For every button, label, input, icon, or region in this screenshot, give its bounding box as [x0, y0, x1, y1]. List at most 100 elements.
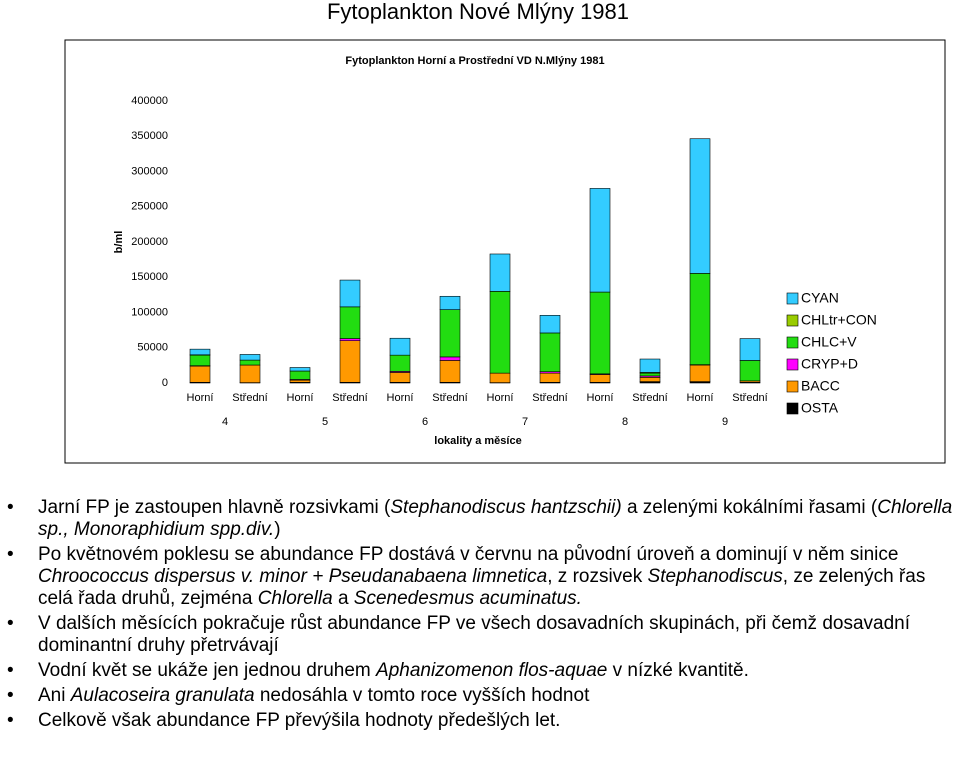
italic-text: Chroococcus dispersus v. minor + Pseudan…: [38, 566, 548, 587]
group-label: 9: [722, 416, 728, 428]
legend-label: CRYP+D: [801, 356, 858, 372]
chart-title: Fytoplankton Horní a Prostřední VD N.Mlý…: [345, 55, 604, 67]
x-tick-label: Horní: [387, 392, 414, 404]
bar-segment: [389, 337, 411, 356]
bar-segment: [289, 367, 311, 372]
x-tick-label: Horní: [687, 392, 714, 404]
text: a: [332, 588, 354, 609]
text: a zelenými kokálními řasami (: [621, 497, 878, 518]
text: Vodní květ se ukáže jen jednou druhem: [38, 660, 377, 681]
bar-segment: [189, 365, 211, 383]
y-axis-label: b/ml: [113, 231, 125, 254]
x-tick-label: Horní: [487, 392, 514, 404]
bar-segment: [439, 309, 461, 358]
legend-label: CHLC+V: [801, 334, 857, 350]
y-tick-label: 50000: [137, 342, 168, 354]
x-tick-label: Střední: [732, 392, 767, 404]
bar-segment: [489, 253, 511, 292]
italic-text: Aphanizomenon flos-aquae: [376, 660, 608, 681]
italic-text: Chlorella sp., Monoraphidium spp.div.: [38, 497, 953, 540]
group-label: 7: [522, 416, 528, 428]
x-axis-label: lokality a měsíce: [434, 435, 521, 447]
bar-segment: [339, 306, 361, 339]
bar-segment: [589, 291, 611, 375]
bar-segment: [189, 348, 211, 356]
slide-title: Fytoplankton Nové Mlýny 1981: [327, 0, 629, 24]
x-tick-label: Střední: [632, 392, 667, 404]
bar-segment: [589, 374, 611, 383]
text: , z rozsivek: [547, 566, 648, 587]
y-tick-label: 200000: [131, 236, 168, 248]
group-label: 6: [422, 416, 428, 428]
text: Po květnovém poklesu se abundance FP dos…: [38, 544, 899, 565]
bar-segment: [389, 372, 411, 383]
legend-swatch: [786, 292, 799, 305]
legend-swatch: [786, 336, 799, 349]
y-tick-label: 0: [162, 377, 168, 389]
bar-segment: [239, 359, 261, 366]
bar-segment: [489, 372, 511, 383]
y-tick-label: 400000: [131, 95, 168, 107]
bar-segment: [689, 273, 711, 365]
bar-segment: [739, 360, 761, 382]
bar-segment: [439, 295, 461, 310]
bullet: Celkově však abundance FP převýšila hodn…: [7, 710, 956, 732]
bar-segment: [189, 354, 211, 367]
bar-segment: [539, 372, 561, 383]
italic-text: Stephanodiscus: [647, 566, 783, 587]
bullet-list: Jarní FP je zastoupen hlavně rozsivkami …: [7, 497, 956, 735]
italic-text: Scenedesmus acuminatus.: [353, 588, 582, 609]
bar-segment: [539, 332, 561, 373]
bar-segment: [389, 354, 411, 372]
x-tick-label: Střední: [532, 392, 567, 404]
text: V dalších měsících pokračuje růst abunda…: [38, 613, 911, 656]
group-label: 4: [222, 416, 228, 428]
x-tick-label: Horní: [287, 392, 314, 404]
bar-segment: [339, 338, 361, 341]
bar-segment: [439, 360, 461, 383]
italic-text: Aulacoseira granulata: [70, 685, 255, 706]
bar-segment: [289, 370, 311, 380]
legend-swatch: [786, 402, 799, 415]
bullet: Vodní květ se ukáže jen jednou druhem Ap…: [7, 660, 956, 682]
y-tick-label: 100000: [131, 306, 168, 318]
bullet: Ani Aulacoseira granulata nedosáhla v to…: [7, 685, 956, 707]
bar-segment: [639, 377, 661, 382]
chart-frame: [64, 39, 946, 464]
bar-segment: [289, 379, 311, 383]
bar-segment: [489, 291, 511, 374]
legend-swatch: [786, 358, 799, 371]
bullet: Po květnovém poklesu se abundance FP dos…: [7, 544, 956, 610]
bar-segment: [689, 364, 711, 382]
italic-text: Chlorella: [257, 588, 333, 609]
legend-label: OSTA: [801, 400, 839, 416]
bar-segment: [639, 372, 661, 377]
text: v nízké kvantitě.: [607, 660, 749, 681]
y-tick-label: 250000: [131, 201, 168, 213]
text: Ani: [38, 685, 71, 706]
x-tick-label: Horní: [587, 392, 614, 404]
text: nedosáhla v tomto roce vyšších hodnot: [254, 685, 590, 706]
text: ): [274, 519, 281, 540]
group-label: 8: [622, 416, 628, 428]
y-tick-label: 150000: [131, 271, 168, 283]
bar-segment: [439, 356, 461, 361]
bullet: Jarní FP je zastoupen hlavně rozsivkami …: [7, 497, 956, 541]
bar-segment: [739, 338, 761, 361]
text: Jarní FP je zastoupen hlavně rozsivkami …: [38, 497, 391, 518]
bar-segment: [589, 188, 611, 293]
bar-segment: [339, 340, 361, 383]
bullet: V dalších měsících pokračuje růst abunda…: [7, 613, 956, 657]
bar-segment: [239, 364, 261, 383]
legend-swatch: [786, 380, 799, 393]
x-tick-label: Střední: [232, 392, 267, 404]
legend-label: CHLtr+CON: [801, 312, 877, 328]
legend-label: BACC: [801, 378, 840, 394]
x-tick-label: Střední: [332, 392, 367, 404]
italic-text: Stephanodiscus hantzschii): [390, 497, 622, 518]
bar-segment: [539, 315, 561, 334]
y-tick-label: 350000: [131, 130, 168, 142]
text: Celkově však abundance FP převýšila hodn…: [38, 710, 561, 731]
text: , ze zelených řas celá řada druhů, zejmé…: [38, 566, 926, 609]
